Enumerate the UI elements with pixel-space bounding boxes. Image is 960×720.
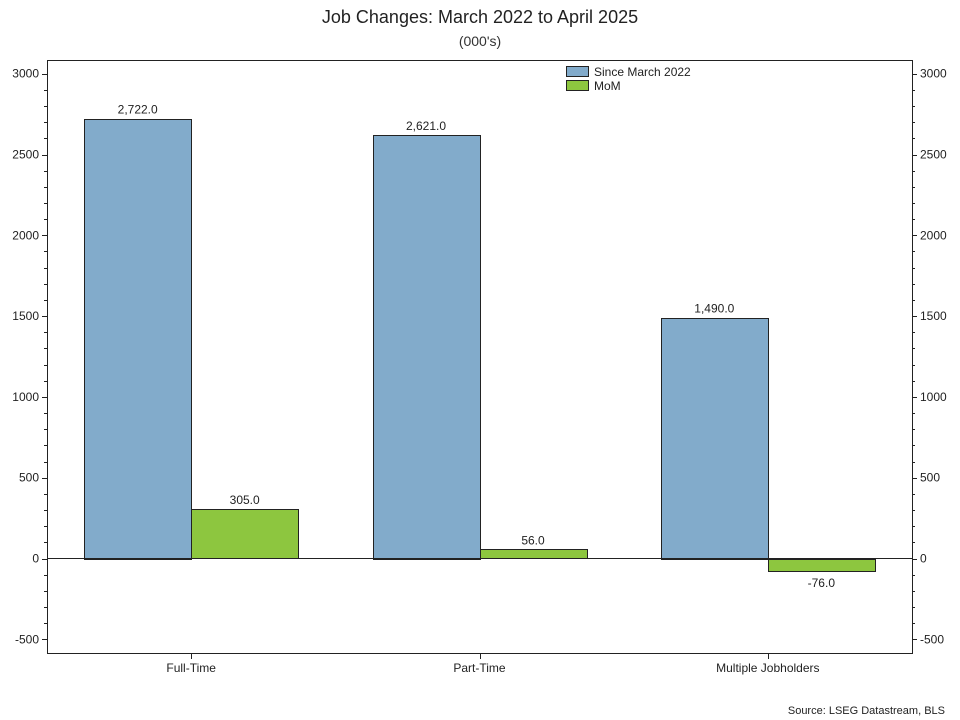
left-tick-label: 2500 (12, 148, 39, 162)
left-y-axis: -500 0 500 1000 1500 2000 2500 3000 (12, 67, 47, 646)
bar (480, 549, 588, 559)
source-note: Source: LSEG Datastream, BLS (788, 705, 945, 717)
category-labels: Full-Time Part-Time Multiple Jobholders (166, 654, 820, 675)
bar (373, 135, 481, 560)
chart-title: Job Changes: March 2022 to April 2025 (322, 7, 638, 27)
category-label: Part-Time (453, 661, 506, 675)
left-tick-label: 0 (32, 552, 39, 566)
bar (768, 559, 876, 572)
legend-swatch-mom (566, 80, 589, 91)
legend-swatch-since-march (566, 66, 589, 77)
data-label: 2,621.0 (406, 119, 446, 133)
data-label: 1,490.0 (694, 302, 734, 316)
left-tick-label: -500 (15, 632, 39, 646)
bar (191, 509, 299, 559)
bar (661, 318, 769, 560)
right-tick-label: 0 (920, 552, 927, 566)
right-tick-label: 2000 (920, 228, 947, 242)
category-label: Multiple Jobholders (716, 661, 819, 675)
chart-subtitle: (000's) (459, 33, 501, 49)
left-tick-label: 2000 (12, 228, 39, 242)
legend-label-since-march: Since March 2022 (594, 65, 691, 79)
legend: Since March 2022 MoM (566, 65, 691, 93)
legend-label-mom: MoM (594, 79, 621, 93)
data-label: 2,722.0 (118, 103, 158, 117)
left-tick-label: 3000 (12, 67, 39, 81)
data-label: 305.0 (230, 493, 260, 507)
right-tick-label: 3000 (920, 67, 947, 81)
plot-frame (47, 60, 913, 654)
data-label: 56.0 (521, 533, 545, 547)
left-tick-label: 500 (19, 471, 39, 485)
right-tick-label: -500 (920, 632, 944, 646)
data-label: -76.0 (808, 576, 836, 590)
left-tick-label: 1000 (12, 390, 39, 404)
bars-group: 2,722.0 305.0 2,621.0 56.0 1,490.0 -76.0 (84, 103, 876, 590)
right-tick-label: 2500 (920, 148, 947, 162)
left-tick-label: 1500 (12, 309, 39, 323)
bar (84, 119, 192, 560)
right-tick-label: 1500 (920, 309, 947, 323)
right-tick-label: 1000 (920, 390, 947, 404)
category-label: Full-Time (166, 661, 216, 675)
right-tick-label: 500 (920, 471, 940, 485)
right-y-axis: -500 0 500 1000 1500 2000 2500 3000 (912, 67, 947, 646)
